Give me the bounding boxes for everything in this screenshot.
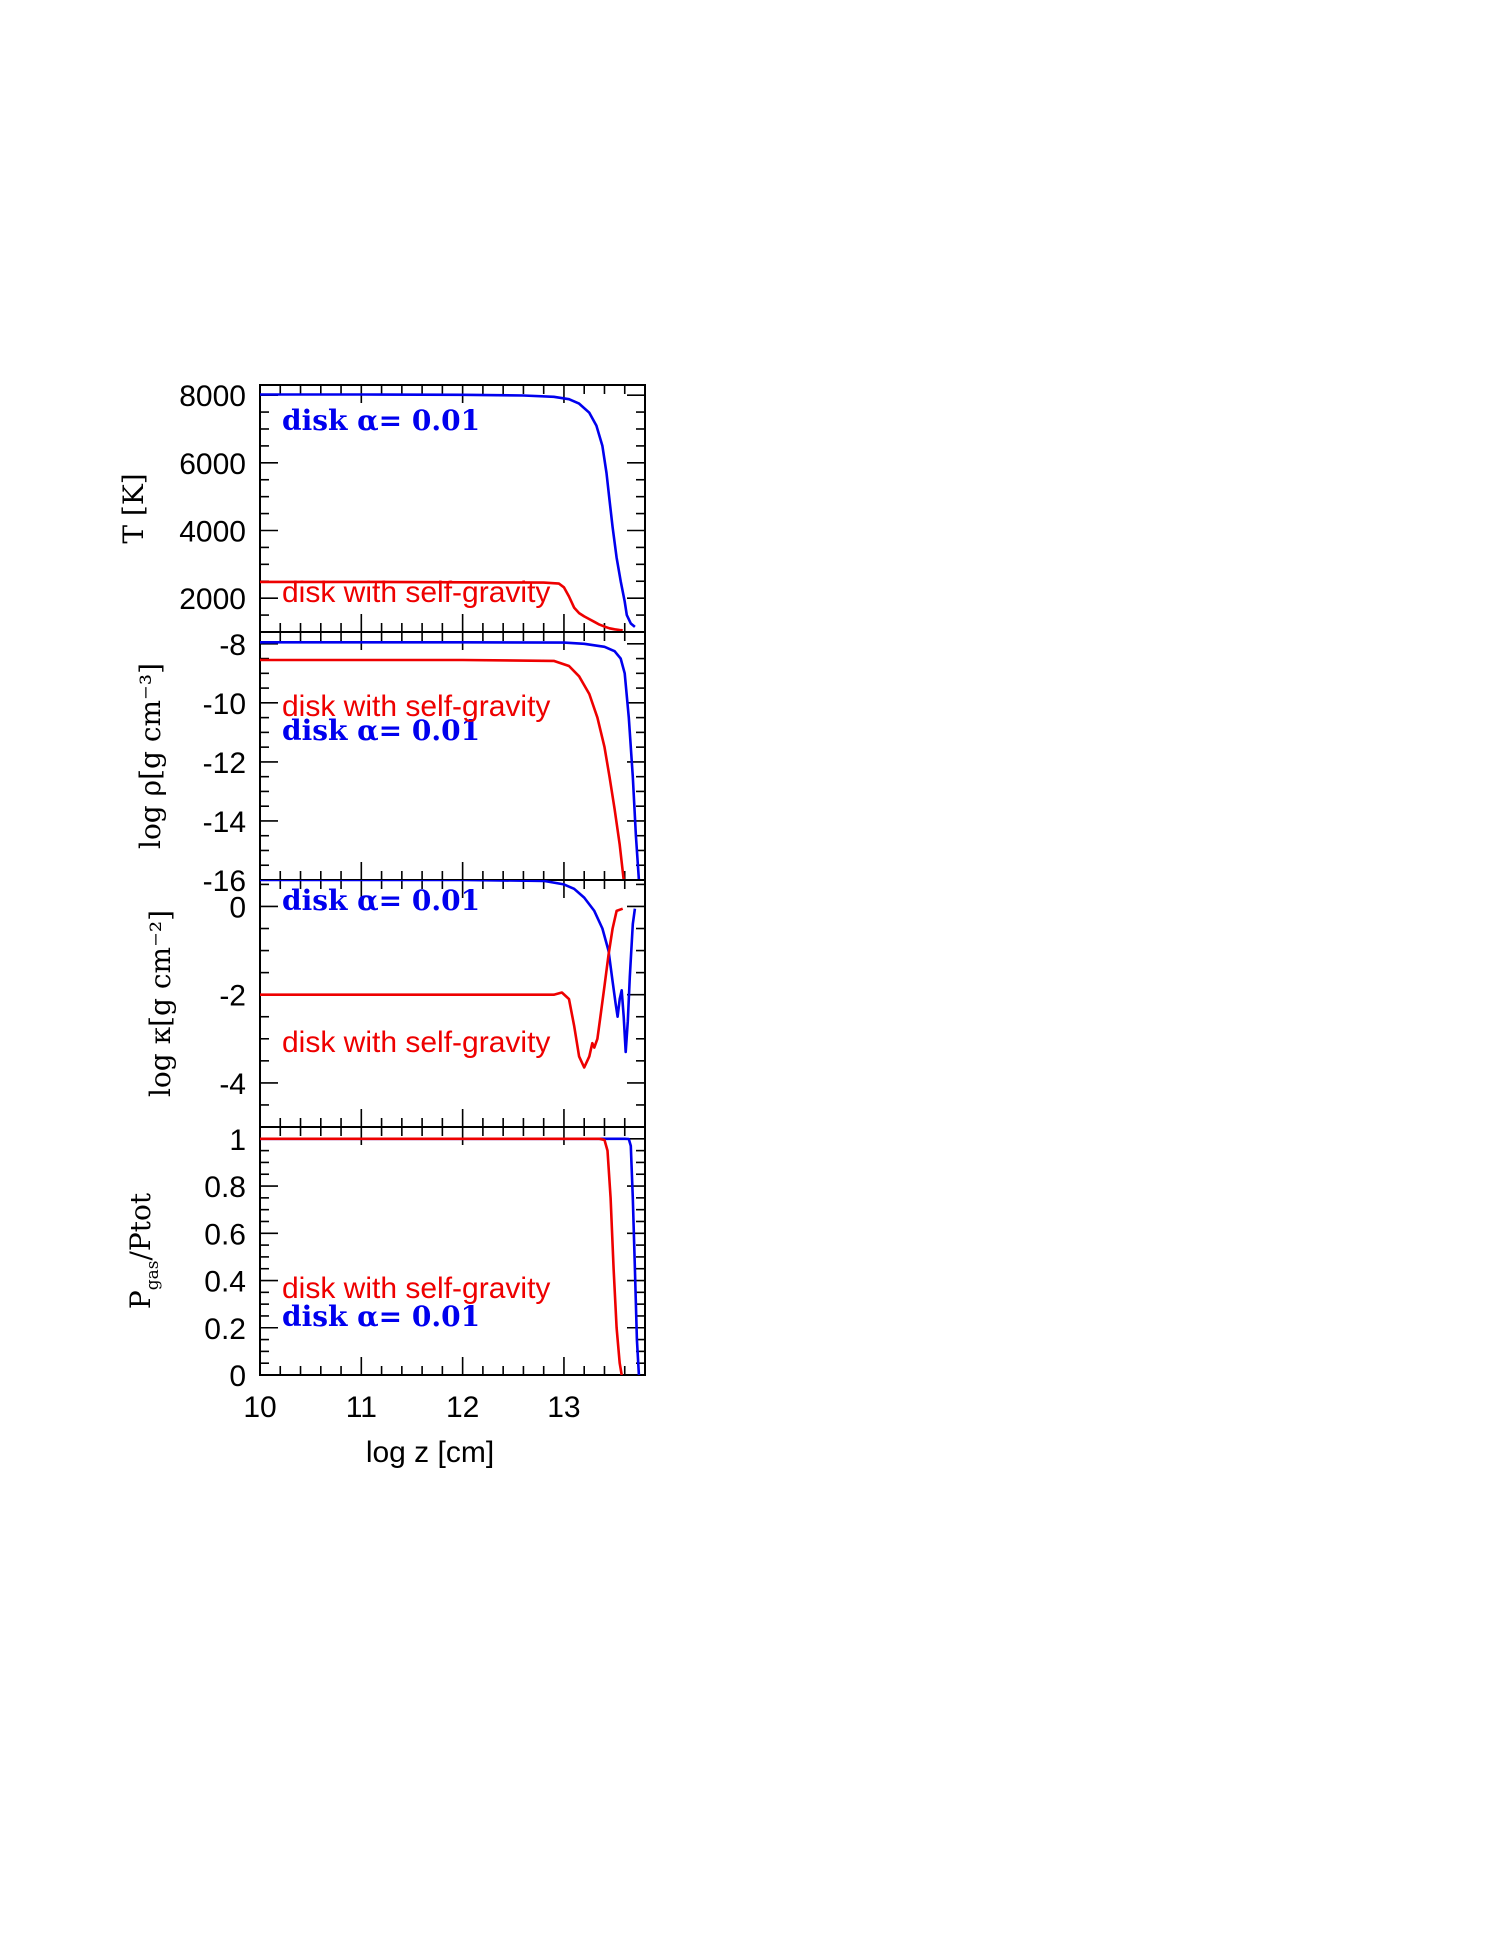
- y-tick-label: 0.4: [204, 1266, 246, 1299]
- series-line-alpha-disk: [260, 1137, 641, 1375]
- y-tick-label: 0.2: [204, 1313, 246, 1346]
- label-self-gravity-disk: disk with self-gravity: [282, 690, 550, 723]
- label-alpha-disk: disk α= 0.01: [282, 714, 480, 747]
- y-axis-label-main: T [K]: [117, 473, 150, 543]
- series-line-alpha-disk: [260, 880, 637, 1054]
- panel-4: 1 0.8 0.6 0.4 0.2 0 Pgas/Ptot disk α= 0.01disk …: [124, 1124, 646, 1393]
- y-tick-label: -16: [203, 865, 246, 898]
- y-tick-label: 0.8: [204, 1171, 246, 1204]
- x-tick-label: 10: [243, 1391, 276, 1424]
- y-tick-label: 1: [229, 1124, 246, 1157]
- series-line-self-gravity-disk: [260, 907, 624, 1069]
- x-tick-label: 13: [547, 1391, 580, 1424]
- y-tick-label: 2000: [179, 583, 246, 616]
- panel-frame: [259, 631, 646, 881]
- series-line-alpha-disk: [260, 393, 636, 628]
- series-line-self-gravity-disk: [260, 658, 625, 880]
- y-tick-label: -8: [219, 629, 246, 662]
- series-line-self-gravity-disk: [260, 580, 623, 632]
- label-alpha-disk: disk α= 0.01: [282, 1300, 480, 1333]
- y-axis-label: log ρ[g cm⁻³]: [134, 663, 167, 849]
- label-self-gravity-disk: disk with self-gravity: [282, 1026, 550, 1059]
- label-self-gravity-disk: disk with self-gravity: [282, 576, 550, 609]
- y-tick-label: 0: [229, 1360, 246, 1393]
- y-axis-label-sub: gas: [143, 1261, 163, 1291]
- y-tick-label: -14: [203, 806, 246, 839]
- label-self-gravity-disk: disk with self-gravity: [282, 1272, 550, 1305]
- y-axis-label: T [K]: [117, 473, 150, 543]
- label-alpha-disk: disk α= 0.01: [282, 404, 480, 437]
- label-alpha-disk: disk α= 0.01: [282, 884, 480, 917]
- panel-frame: [259, 1126, 646, 1376]
- y-tick-label: 4000: [179, 515, 246, 548]
- x-axis-label: log z [cm]: [366, 1436, 494, 1469]
- panel-3: 0 -2 -4 log κ[g cm⁻²] disk α= 0.01 disk with …: [144, 879, 646, 1128]
- series-line-self-gravity-disk: [260, 1137, 623, 1375]
- y-axis-label: Pgas/Ptot: [124, 1192, 163, 1309]
- y-tick-label: 6000: [179, 448, 246, 481]
- y-axis-label-tail: /Ptot: [124, 1192, 157, 1260]
- y-axis-label-main: P: [124, 1290, 157, 1309]
- y-axis-label: log κ[g cm⁻²]: [144, 910, 177, 1097]
- y-axis-label-main: log κ[g cm⁻²]: [144, 910, 177, 1097]
- panel-1: 8000 6000 4000 2000 T [K] disk α= 0.01 disk wi…: [117, 380, 646, 633]
- x-tick-label: 11: [346, 1391, 377, 1424]
- y-tick-label: -12: [203, 747, 246, 780]
- series-line-alpha-disk: [260, 640, 641, 880]
- y-axis-label-main: log ρ[g cm⁻³]: [134, 663, 167, 849]
- y-tick-label: 0: [229, 891, 246, 924]
- y-tick-label: 0.6: [204, 1218, 246, 1251]
- y-tick-label: -10: [203, 688, 246, 721]
- panel-2: -8 -10 -12 -14 -16 log ρ[g cm⁻³] disk α= 0.01d…: [134, 629, 646, 898]
- x-tick-label: 12: [446, 1391, 479, 1424]
- y-tick-label: -2: [219, 980, 246, 1013]
- panel-frame: [259, 879, 646, 1128]
- y-tick-label: 8000: [179, 380, 246, 413]
- y-tick-label: -4: [219, 1068, 246, 1101]
